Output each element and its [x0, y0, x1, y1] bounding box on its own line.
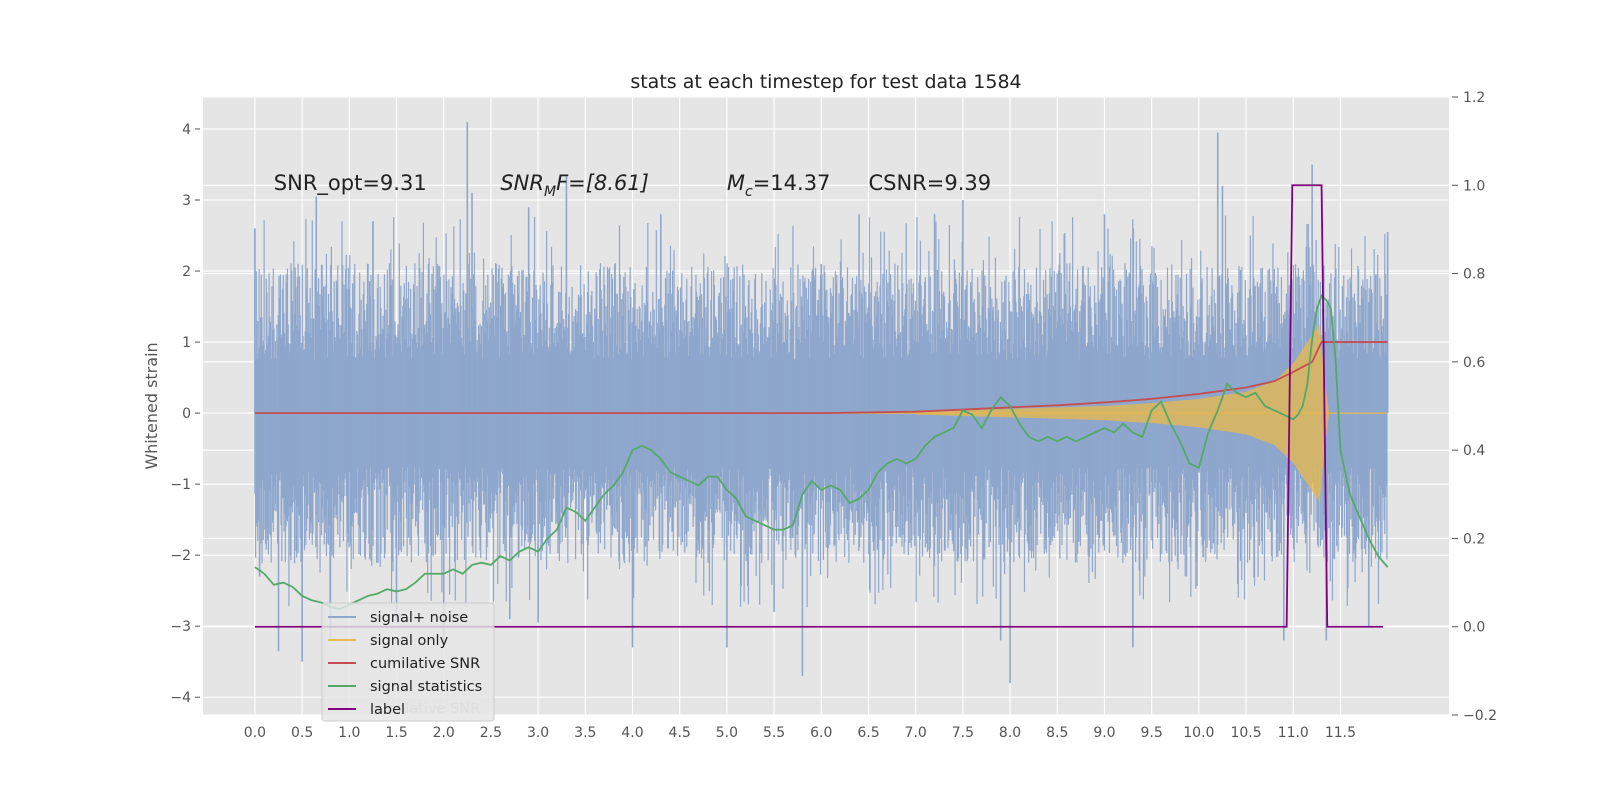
x-tick-label: 8.0 — [999, 725, 1021, 741]
x-tick-label: 7.0 — [905, 725, 927, 741]
x-tick-label: 9.5 — [1141, 725, 1163, 741]
x-tick-label: 8.5 — [1046, 725, 1068, 741]
x-tick-label: 2.5 — [480, 725, 502, 741]
y-tick-label: 0 — [182, 406, 191, 422]
y2-tick-label: 0.2 — [1463, 531, 1485, 547]
cumulative-snr-line — [254, 341, 1388, 415]
chart-title: stats at each timestep for test data 158… — [630, 71, 1021, 93]
line-series — [254, 184, 1389, 628]
annotation-text: SNRMF=[8.61] — [500, 171, 649, 200]
x-tick-label: 9.0 — [1093, 725, 1115, 741]
x-tick-label: 5.0 — [716, 725, 738, 741]
y2-tick-label: −0.2 — [1463, 708, 1497, 724]
x-tick-label: 10.0 — [1183, 725, 1214, 741]
x-tick-label: 0.0 — [244, 725, 266, 741]
y2-tick-label: 1.0 — [1463, 178, 1485, 194]
x-tick-label: 10.5 — [1230, 725, 1261, 741]
x-tick-label: 4.5 — [669, 725, 691, 741]
annotation-text: SNR_opt=9.31 — [274, 171, 427, 196]
signal-statistics-line — [254, 294, 1389, 611]
x-tick-label: 2.0 — [433, 725, 455, 741]
legend-box — [321, 602, 495, 722]
annotation-text: CSNR=9.39 — [868, 171, 991, 195]
y-tick-label: −3 — [170, 619, 191, 635]
y2-tick-label: 0.6 — [1463, 355, 1485, 371]
label-line — [254, 184, 1383, 628]
annotations: SNR_opt=9.31 SNRMF=[8.61] Mc=14.37 CSNR=9.3… — [274, 171, 991, 200]
x-tick-label: 0.5 — [291, 725, 313, 741]
x-tick-label: 3.0 — [527, 725, 549, 741]
ticks: 0.0 0.5 1.0 1.5 2.0 2.5 3.0 3.5 4.0 4.5 5.0 5.5 6.0 6… — [170, 90, 1497, 741]
y-tick-label: −4 — [170, 690, 191, 706]
x-tick-label: 1.0 — [338, 725, 360, 741]
y-tick-label: 2 — [182, 264, 191, 280]
x-tick-label: 5.5 — [763, 725, 785, 741]
legend-entry: signal only — [370, 633, 449, 649]
y2-tick-label: 0.4 — [1463, 443, 1485, 459]
y-tick-label: −1 — [170, 477, 191, 493]
y-tick-label: −2 — [170, 548, 191, 564]
y-axis-label: Whitened strain — [142, 342, 161, 469]
y2-tick-label: 0.8 — [1463, 267, 1485, 283]
y2-tick-label: 0.0 — [1463, 620, 1485, 636]
x-tick-label: 4.0 — [621, 725, 643, 741]
x-tick-label: 3.5 — [574, 725, 596, 741]
x-tick-label: 1.5 — [385, 725, 407, 741]
legend-entry: signal statistics — [370, 679, 482, 695]
legend-entry: cumilative SNR — [370, 656, 480, 672]
x-tick-label: 11.5 — [1325, 725, 1356, 741]
x-tick-label: 11.0 — [1278, 725, 1309, 741]
legend-entry: label — [370, 702, 405, 718]
annotation-text: Mc=14.37 — [727, 171, 831, 200]
x-tick-label: 6.0 — [810, 725, 832, 741]
x-tick-label: 6.5 — [857, 725, 879, 741]
y-tick-label: 1 — [182, 335, 191, 351]
y2-tick-label: 1.2 — [1463, 90, 1485, 106]
x-tick-label: 7.5 — [952, 725, 974, 741]
y-tick-label: 4 — [182, 122, 191, 138]
legend-entry: signal+ noise — [370, 610, 468, 626]
y-tick-label: 3 — [182, 193, 191, 209]
